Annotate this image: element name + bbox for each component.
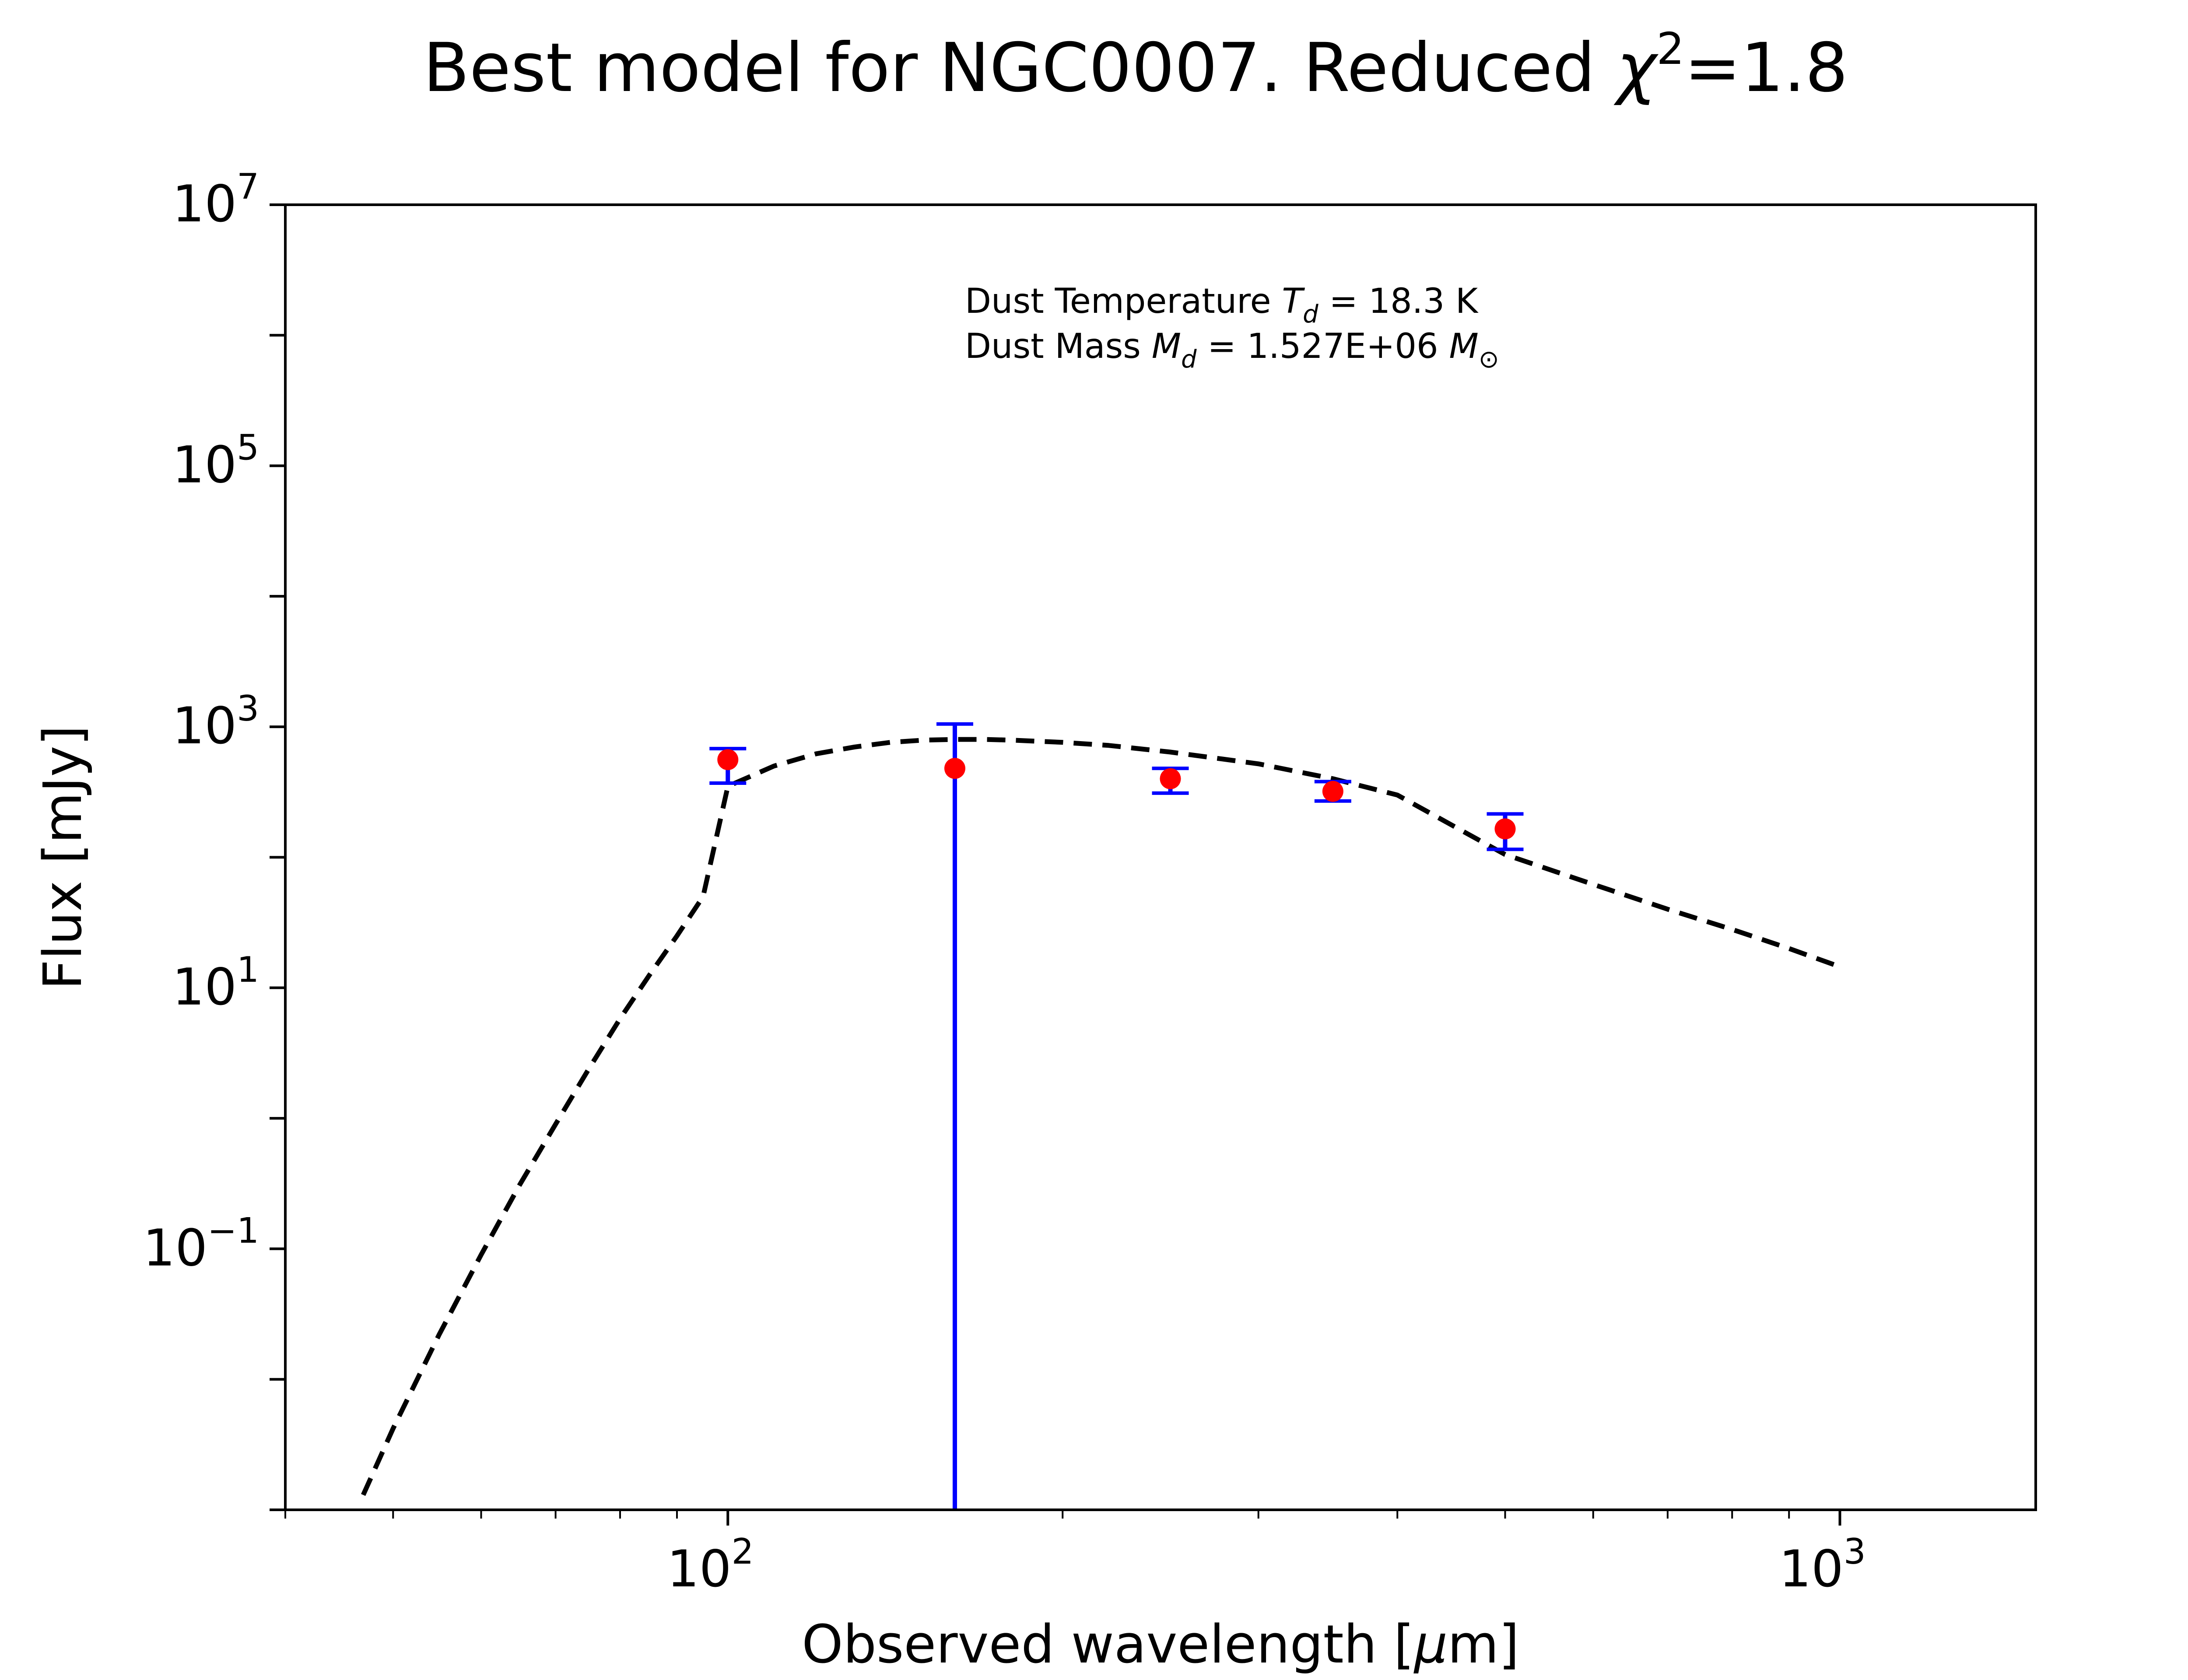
model-curve-layer — [361, 737, 1841, 1496]
x-tick-label-1: 102 — [667, 1531, 754, 1599]
errorbar-layer — [709, 722, 1524, 1510]
y-tick-label-3: 103 — [172, 688, 259, 756]
data-point-4 — [1322, 780, 1343, 802]
y-axis-label: Flux [mJy] — [33, 725, 94, 990]
model-curve — [361, 737, 1841, 1496]
y-tick-label-1: 10−1 — [143, 1210, 259, 1278]
data-point-3 — [1160, 768, 1181, 789]
data-point-1 — [717, 749, 739, 770]
data-point-2 — [944, 758, 965, 779]
plot-frame — [284, 203, 2037, 1511]
errorbar-2 — [936, 722, 973, 1510]
x-axis-label: Observed wavelength [μm] — [802, 1614, 1519, 1675]
y-tick-label-4: 105 — [172, 427, 259, 495]
marker-layer — [717, 749, 1516, 840]
tick-layer: 102 103 10−1 101 103 105 107 — [143, 166, 1865, 1599]
y-tick-label-2: 101 — [172, 949, 259, 1017]
chart-title: Best model for NGC0007. Reduced χ2=1.8 — [423, 23, 1848, 107]
y-tick-label-5: 107 — [172, 166, 259, 234]
data-point-5 — [1494, 818, 1516, 840]
x-tick-label-2: 103 — [1779, 1531, 1866, 1599]
annotation-dust-mass: Dust Mass Md = 1.527E+06 M⊙ — [965, 327, 1499, 374]
annotation-dust-temperature: Dust Temperature Td = 18.3 K — [965, 282, 1479, 329]
